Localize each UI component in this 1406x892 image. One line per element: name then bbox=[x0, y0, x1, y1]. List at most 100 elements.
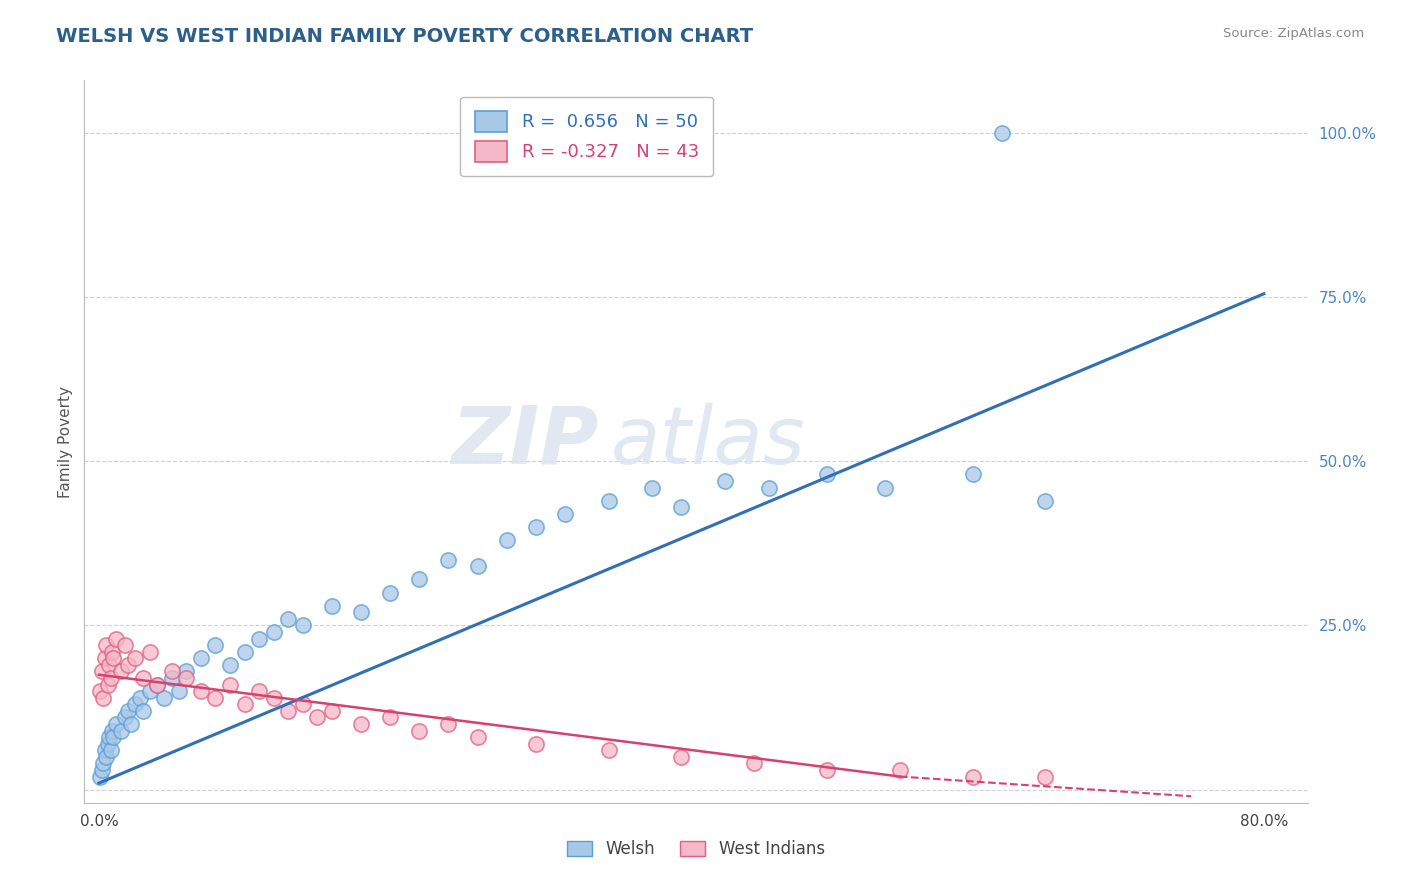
Point bbox=[263, 690, 285, 705]
Point bbox=[96, 638, 118, 652]
Point bbox=[100, 671, 122, 685]
Point bbox=[117, 704, 139, 718]
Point bbox=[524, 737, 547, 751]
Point bbox=[437, 717, 460, 731]
Point bbox=[437, 553, 460, 567]
Point bbox=[889, 763, 911, 777]
Point bbox=[91, 690, 114, 705]
Point bbox=[524, 520, 547, 534]
Point bbox=[350, 605, 373, 619]
Point bbox=[131, 704, 153, 718]
Point bbox=[98, 730, 121, 744]
Point bbox=[350, 717, 373, 731]
Point bbox=[98, 657, 121, 672]
Point bbox=[124, 651, 146, 665]
Point bbox=[96, 749, 118, 764]
Point bbox=[89, 770, 111, 784]
Point bbox=[190, 684, 212, 698]
Text: atlas: atlas bbox=[610, 402, 806, 481]
Point bbox=[467, 559, 489, 574]
Point bbox=[307, 710, 329, 724]
Point bbox=[89, 684, 111, 698]
Point bbox=[91, 756, 114, 771]
Point bbox=[139, 645, 162, 659]
Point bbox=[97, 737, 120, 751]
Point bbox=[321, 599, 343, 613]
Point bbox=[277, 612, 299, 626]
Point bbox=[671, 749, 693, 764]
Point bbox=[815, 763, 838, 777]
Point bbox=[263, 625, 285, 640]
Point bbox=[131, 671, 153, 685]
Point bbox=[1035, 493, 1057, 508]
Point bbox=[160, 671, 183, 685]
Point bbox=[103, 651, 125, 665]
Point bbox=[114, 710, 136, 724]
Point bbox=[174, 665, 197, 679]
Point bbox=[167, 684, 190, 698]
Point bbox=[90, 763, 112, 777]
Point bbox=[105, 632, 128, 646]
Point bbox=[153, 690, 176, 705]
Point bbox=[146, 677, 169, 691]
Point bbox=[247, 632, 270, 646]
Point bbox=[128, 690, 150, 705]
Point bbox=[495, 533, 517, 547]
Text: Source: ZipAtlas.com: Source: ZipAtlas.com bbox=[1223, 27, 1364, 40]
Point bbox=[120, 717, 142, 731]
Point bbox=[380, 710, 402, 724]
Point bbox=[160, 665, 183, 679]
Text: WELSH VS WEST INDIAN FAMILY POVERTY CORRELATION CHART: WELSH VS WEST INDIAN FAMILY POVERTY CORR… bbox=[56, 27, 754, 45]
Point bbox=[204, 638, 226, 652]
Point bbox=[554, 507, 576, 521]
Point bbox=[962, 770, 984, 784]
Point bbox=[1035, 770, 1057, 784]
Point bbox=[117, 657, 139, 672]
Legend: Welsh, West Indians: Welsh, West Indians bbox=[560, 832, 832, 867]
Point bbox=[991, 126, 1014, 140]
Point bbox=[124, 698, 146, 712]
Y-axis label: Family Poverty: Family Poverty bbox=[58, 385, 73, 498]
Point bbox=[408, 723, 430, 738]
Point bbox=[291, 618, 314, 632]
Point bbox=[146, 677, 169, 691]
Point bbox=[598, 743, 620, 757]
Point bbox=[408, 573, 430, 587]
Point bbox=[139, 684, 162, 698]
Point bbox=[380, 585, 402, 599]
Point bbox=[93, 743, 115, 757]
Point bbox=[219, 657, 242, 672]
Point bbox=[875, 481, 897, 495]
Point bbox=[742, 756, 765, 771]
Point bbox=[204, 690, 226, 705]
Point bbox=[598, 493, 620, 508]
Point bbox=[233, 698, 256, 712]
Point bbox=[815, 467, 838, 482]
Point bbox=[114, 638, 136, 652]
Point bbox=[641, 481, 664, 495]
Point bbox=[110, 665, 132, 679]
Point bbox=[219, 677, 242, 691]
Point bbox=[110, 723, 132, 738]
Point bbox=[97, 677, 120, 691]
Point bbox=[103, 730, 125, 744]
Point bbox=[277, 704, 299, 718]
Point bbox=[101, 723, 124, 738]
Point bbox=[467, 730, 489, 744]
Point bbox=[714, 474, 737, 488]
Text: ZIP: ZIP bbox=[451, 402, 598, 481]
Point bbox=[190, 651, 212, 665]
Point bbox=[247, 684, 270, 698]
Point bbox=[291, 698, 314, 712]
Point bbox=[100, 743, 122, 757]
Point bbox=[758, 481, 780, 495]
Point bbox=[962, 467, 984, 482]
Point bbox=[90, 665, 112, 679]
Point bbox=[105, 717, 128, 731]
Point bbox=[233, 645, 256, 659]
Point bbox=[174, 671, 197, 685]
Point bbox=[671, 500, 693, 515]
Point bbox=[93, 651, 115, 665]
Point bbox=[101, 645, 124, 659]
Point bbox=[321, 704, 343, 718]
